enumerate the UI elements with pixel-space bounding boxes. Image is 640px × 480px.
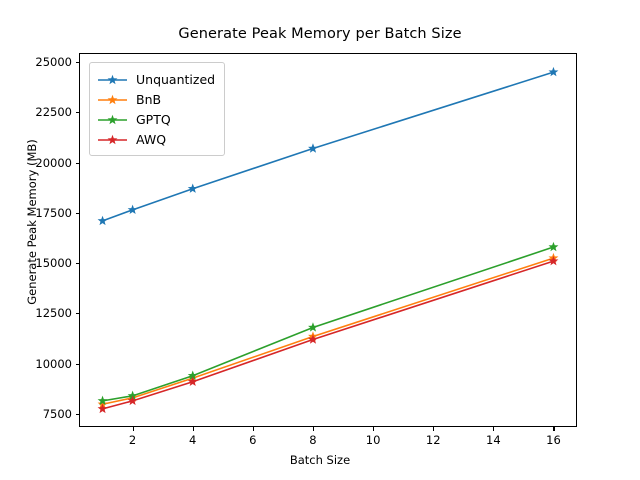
x-tick-label: 6 xyxy=(249,433,257,447)
y-tick-label: 15000 xyxy=(35,256,72,271)
data-point-marker xyxy=(187,183,198,193)
x-tick-mark xyxy=(433,427,435,431)
x-tick-label: 16 xyxy=(546,433,561,447)
series-unquantized xyxy=(97,66,559,226)
y-tick-mark xyxy=(75,263,80,265)
x-tick-label: 10 xyxy=(365,433,381,447)
x-tick-mark xyxy=(252,427,254,431)
series-awq xyxy=(97,255,559,414)
legend-line-marker-icon xyxy=(97,132,128,146)
x-tick-mark xyxy=(312,427,315,431)
y-tick-mark xyxy=(75,162,80,164)
data-point-marker xyxy=(127,390,138,401)
x-axis-label: Batch Size xyxy=(289,453,351,467)
x-tick-mark xyxy=(493,427,495,431)
data-point-marker xyxy=(127,204,138,215)
y-tick-label: 17500 xyxy=(35,205,72,220)
y-tick-mark xyxy=(75,62,80,64)
data-point-marker xyxy=(97,215,108,226)
x-tick-label: 14 xyxy=(486,433,501,447)
x-tick-label: 8 xyxy=(309,433,317,447)
legend-item-unquantized[interactable]: Unquantized xyxy=(97,69,215,89)
legend-line-marker-icon xyxy=(97,112,128,126)
data-point-marker xyxy=(187,370,198,380)
series-gptq xyxy=(97,241,559,406)
series-line xyxy=(102,257,554,406)
x-tick-mark xyxy=(192,427,194,431)
series-line xyxy=(102,260,554,410)
x-tick-label: 2 xyxy=(128,433,137,447)
legend-label: BnB xyxy=(136,91,162,107)
data-point-marker xyxy=(308,334,318,344)
data-point-marker xyxy=(308,143,318,153)
y-tick-label: 10000 xyxy=(35,356,72,371)
y-tick-label: 22500 xyxy=(35,105,72,120)
y-tick-mark xyxy=(75,413,80,416)
data-point-marker xyxy=(97,395,108,406)
legend-label: GPTQ xyxy=(136,111,171,127)
x-tick-mark xyxy=(132,427,134,431)
data-point-marker xyxy=(548,241,559,252)
legend-line-marker-icon xyxy=(97,92,128,106)
y-tick-mark xyxy=(75,313,80,315)
y-tick-label: 25000 xyxy=(35,55,72,70)
x-tick-mark xyxy=(553,427,555,431)
legend-label: Unquantized xyxy=(136,71,216,87)
y-tick-mark xyxy=(75,212,80,214)
series-lines xyxy=(97,66,559,414)
y-tick-mark xyxy=(75,363,80,365)
data-point-marker xyxy=(127,395,138,406)
series-line xyxy=(102,246,554,402)
y-tick-label: 20000 xyxy=(35,155,72,170)
x-tick-mark xyxy=(373,427,375,431)
legend-label: AWQ xyxy=(136,131,167,147)
legend-item-gptq[interactable]: GPTQ xyxy=(97,109,215,129)
x-tick-label: 12 xyxy=(425,433,441,447)
data-point-marker xyxy=(187,376,198,386)
y-tick-label: 7500 xyxy=(42,406,72,421)
y-tick-label: 12500 xyxy=(35,306,72,321)
legend-line-marker-icon xyxy=(97,72,128,86)
data-point-marker xyxy=(548,66,559,77)
legend-item-awq[interactable]: AWQ xyxy=(97,129,215,149)
x-tick-label: 4 xyxy=(189,433,197,447)
chart-title: Generate Peak Memory per Batch Size xyxy=(178,26,462,42)
legend-item-bnb[interactable]: BnB xyxy=(97,89,215,109)
plot-area xyxy=(79,53,577,427)
chart-legend: Unquantized BnB GPTQ AWQ xyxy=(89,62,226,156)
data-point-marker xyxy=(308,322,318,332)
y-tick-mark xyxy=(75,112,80,114)
y-axis-tick-labels: 7500 10000 12500 15000 17500 20000 22500 25000 xyxy=(0,0,72,480)
data-point-marker xyxy=(97,403,108,414)
data-point-marker xyxy=(548,255,559,266)
